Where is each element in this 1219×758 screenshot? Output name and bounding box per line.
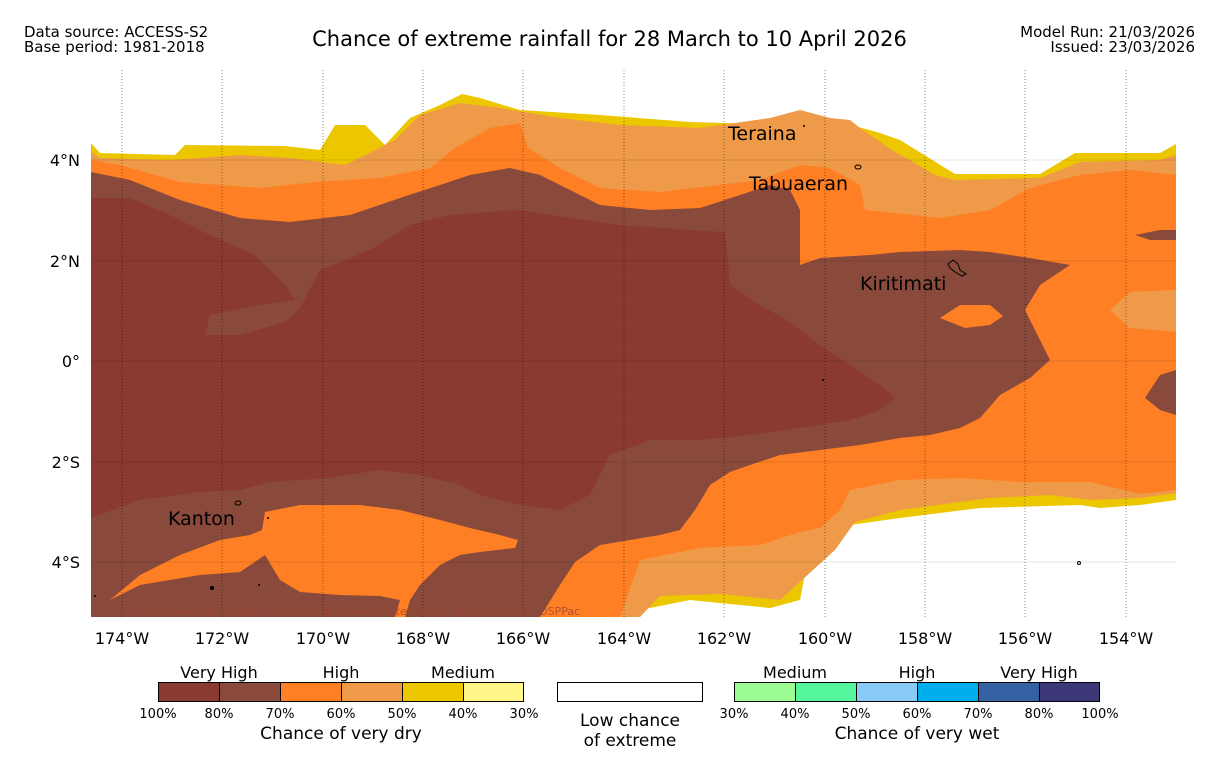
wet-swatch	[1039, 682, 1100, 702]
dry-swatch	[402, 682, 463, 702]
dry-tick: 50%	[387, 707, 417, 722]
data-source-text: Data source: ACCESS-S2	[24, 23, 209, 41]
wet-swatch	[795, 682, 856, 702]
wet-tick: 30%	[719, 707, 749, 722]
wet-category-medium: Medium	[763, 663, 827, 682]
dry-tick: 40%	[448, 707, 478, 722]
wet-tick: 80%	[1024, 707, 1054, 722]
region-high-dry-hole	[940, 305, 1003, 328]
wet-tick: 40%	[780, 707, 810, 722]
base-period-text: Base period: 1981-2018	[24, 38, 205, 56]
place-label-kanton: Kanton	[168, 508, 235, 530]
wet-tick: 70%	[963, 707, 993, 722]
region-very-high-dry-edge	[1145, 370, 1176, 415]
wet-category-very-high: Very High	[1000, 663, 1078, 682]
island-outlines	[234, 164, 1081, 565]
wet-swatch	[734, 682, 795, 702]
wet-swatch	[978, 682, 1039, 702]
wet-swatch	[856, 682, 917, 702]
wet-tick: 60%	[902, 707, 932, 722]
low-chance-label-line2: of extreme	[583, 731, 677, 751]
dry-swatch	[158, 682, 219, 702]
map-title: Chance of extreme rainfall for 28 March …	[312, 27, 907, 51]
place-label-tabuaeran: Tabuaeran	[748, 173, 848, 195]
dry-swatch	[219, 682, 280, 702]
dry-category-medium: Medium	[431, 663, 495, 682]
wet-colorbar-title: Chance of very wet	[834, 724, 1000, 744]
island-dots	[94, 125, 824, 597]
dry-category-high: High	[322, 663, 360, 682]
lon-label-156w: 156°W	[998, 629, 1053, 648]
lat-label-4n: 4°N	[50, 151, 80, 170]
dry-tick: 60%	[326, 707, 356, 722]
lon-label-174w: 174°W	[95, 629, 150, 648]
wet-tick: 100%	[1081, 707, 1119, 722]
place-label-kiritimati: Kiritimati	[860, 273, 946, 295]
lon-label-172w: 172°W	[195, 629, 250, 648]
lat-label-2n: 2°N	[50, 252, 80, 271]
lon-label-170w: 170°W	[296, 629, 351, 648]
lon-label-162w: 162°W	[697, 629, 752, 648]
lon-label-158w: 158°W	[898, 629, 953, 648]
dry-tick: 80%	[204, 707, 234, 722]
lon-label-164w: 164°W	[597, 629, 652, 648]
model-run-text: Model Run: 21/03/2026	[1020, 23, 1195, 41]
latitude-gridlines	[91, 159, 1176, 563]
lat-label-2s: 2°S	[52, 453, 80, 472]
lat-label-0: 0°	[62, 352, 80, 371]
dry-tick: 100%	[139, 707, 177, 722]
dry-category-very-high: Very High	[180, 663, 258, 682]
wet-swatch	[917, 682, 978, 702]
lon-label-166w: 166°W	[496, 629, 551, 648]
longitude-gridlines	[121, 70, 1127, 617]
lon-label-154w: 154°W	[1099, 629, 1154, 648]
copyright-text: © Commonwealth of Australia 2026, Bureau…	[117, 605, 580, 618]
dry-swatch	[280, 682, 341, 702]
place-label-teraina: Teraina	[727, 123, 797, 145]
dry-swatch	[463, 682, 524, 702]
map-contours: Teraina Tabuaeran Kiritimati Kanton © Co…	[91, 70, 1176, 618]
low-chance-label-line1: Low chance	[580, 711, 680, 731]
wet-tick: 50%	[841, 707, 871, 722]
dry-colorbar-title: Chance of very dry	[260, 724, 422, 744]
lon-label-168w: 168°W	[396, 629, 451, 648]
dry-swatch	[341, 682, 402, 702]
issued-text: Issued: 23/03/2026	[1050, 38, 1195, 56]
lat-label-4s: 4°S	[52, 553, 80, 572]
lon-label-160w: 160°W	[798, 629, 853, 648]
wet-category-high: High	[898, 663, 936, 682]
region-very-high-dry-80	[91, 198, 895, 518]
dry-tick: 70%	[265, 707, 295, 722]
low-chance-swatch	[557, 682, 703, 702]
dry-tick: 30%	[509, 707, 539, 722]
